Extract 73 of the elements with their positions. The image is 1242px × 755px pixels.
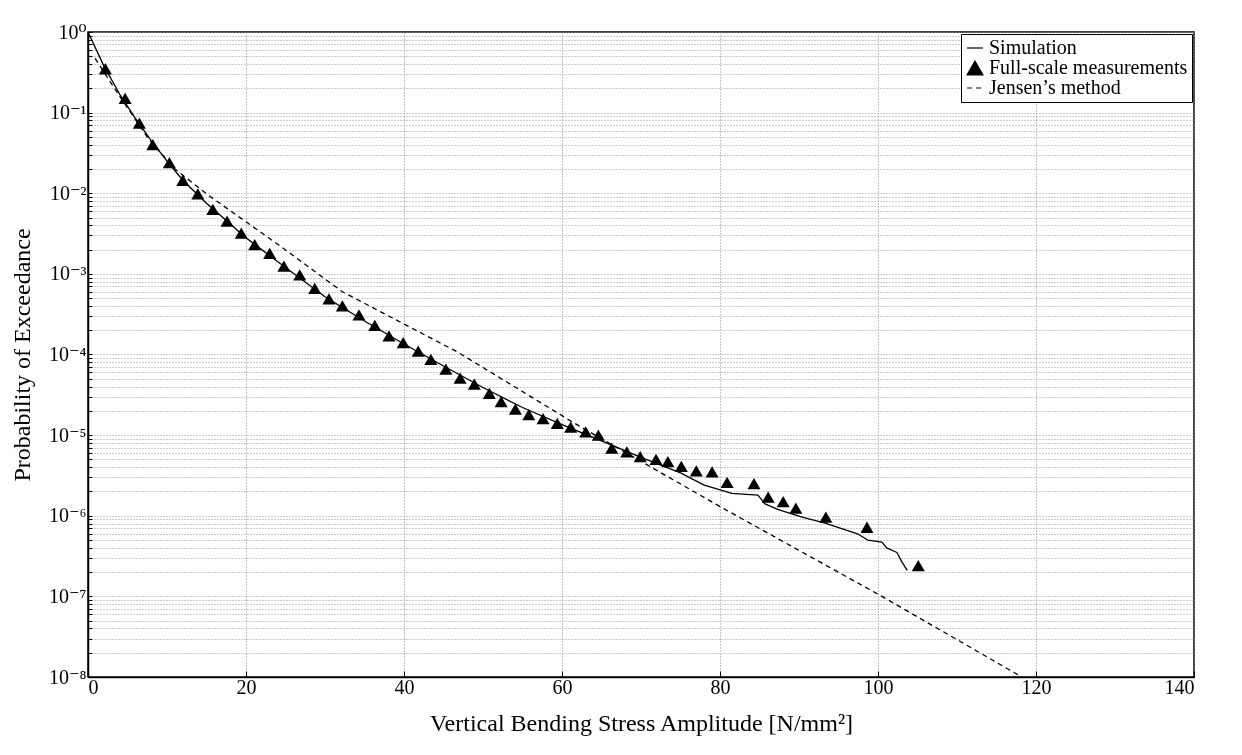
- point: [860, 521, 874, 533]
- x-tick-label: 60: [552, 675, 573, 698]
- x-tick-label: 100: [863, 675, 894, 698]
- x-tick-label: 140: [1164, 675, 1195, 698]
- legend-label: Simulation: [989, 36, 1077, 58]
- point: [747, 478, 761, 490]
- point: [118, 92, 132, 105]
- legend-label: Jensen’s method: [989, 76, 1121, 98]
- point: [564, 421, 578, 433]
- point: [591, 429, 605, 441]
- point: [98, 63, 112, 75]
- point: [424, 353, 438, 366]
- point: [605, 442, 619, 454]
- point: [911, 560, 925, 572]
- legend-label: Full-scale measurements: [989, 56, 1188, 78]
- point: [263, 247, 277, 259]
- point: [191, 188, 205, 200]
- point: [550, 417, 564, 429]
- point: [720, 476, 734, 488]
- point: [382, 330, 396, 342]
- point: [705, 466, 719, 478]
- x-tick-label: 120: [1021, 675, 1052, 698]
- point: [396, 337, 410, 349]
- point: [322, 293, 336, 305]
- y-tick-label: 10⁻²: [49, 181, 87, 204]
- point: [536, 413, 550, 425]
- point: [293, 269, 307, 281]
- point: [761, 491, 775, 503]
- point: [411, 345, 425, 357]
- x-axis-title: Vertical Bending Stress Amplitude [N/mm²]: [429, 709, 854, 736]
- y-axis-title: Probability of Exceedance: [8, 228, 35, 482]
- point: [522, 408, 536, 421]
- point: [674, 460, 688, 472]
- y-tick-label: 10⁻³: [49, 262, 87, 285]
- point: [579, 426, 593, 438]
- point: [439, 363, 453, 375]
- y-tick-label: 10⁻⁸: [48, 665, 87, 688]
- point: [453, 372, 467, 384]
- point: [467, 378, 481, 390]
- x-tick-label: 0: [88, 675, 99, 698]
- point: [146, 139, 160, 151]
- point: [352, 309, 366, 321]
- point: [308, 282, 322, 295]
- y-tick-label: 10⁻⁵: [48, 423, 87, 446]
- point: [494, 396, 508, 408]
- point: [335, 300, 349, 312]
- y-tick-label: 10⁻⁴: [48, 343, 87, 365]
- y-tick-label: 10⁰: [58, 20, 87, 43]
- x-tick-label: 20: [236, 675, 257, 698]
- x-tick-label: 40: [394, 675, 415, 698]
- y-tick-label: 10⁻⁷: [48, 584, 87, 607]
- point: [162, 156, 176, 169]
- point: [508, 403, 522, 415]
- point: [649, 453, 663, 466]
- point: [633, 451, 647, 463]
- point: [661, 455, 675, 468]
- point: [368, 319, 382, 331]
- point: [277, 260, 291, 272]
- x-tick-label: 80: [710, 675, 731, 698]
- point: [776, 495, 790, 508]
- point: [176, 174, 190, 186]
- point: [819, 511, 833, 523]
- point: [220, 215, 234, 227]
- point: [620, 446, 634, 458]
- point: [482, 387, 496, 399]
- point: [206, 203, 220, 216]
- point: [248, 239, 262, 251]
- point: [789, 502, 803, 514]
- point: [689, 465, 703, 477]
- point: [132, 117, 146, 129]
- y-tick-label: 10⁻¹: [49, 101, 87, 124]
- y-tick-label: 10⁻⁶: [48, 504, 87, 527]
- point: [234, 227, 248, 239]
